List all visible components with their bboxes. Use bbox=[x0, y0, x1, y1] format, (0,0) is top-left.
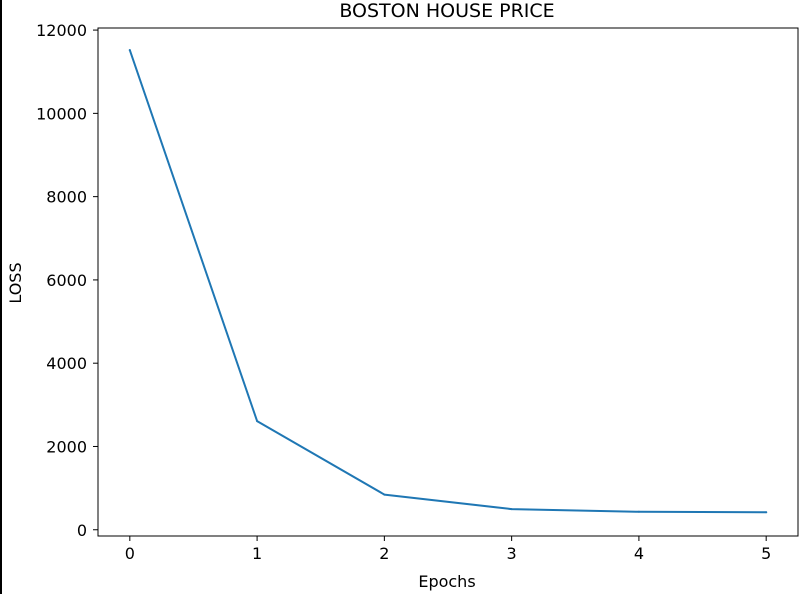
series-layer bbox=[128, 49, 768, 514]
y-tick-label: 8000 bbox=[46, 188, 87, 207]
y-tick-label: 0 bbox=[77, 521, 87, 540]
plot-area bbox=[97, 27, 799, 537]
y-tick-label: 12000 bbox=[36, 21, 87, 40]
data-point bbox=[256, 420, 259, 423]
data-point bbox=[383, 493, 386, 496]
x-tick-label: 5 bbox=[761, 544, 771, 563]
x-tick-label: 1 bbox=[252, 544, 262, 563]
data-point bbox=[510, 508, 513, 511]
x-tick-label: 3 bbox=[507, 544, 517, 563]
y-axis-title: LOSS bbox=[6, 262, 25, 303]
y-tick-label: 4000 bbox=[46, 354, 87, 373]
window-left-edge bbox=[0, 0, 2, 594]
y-tick-label: 2000 bbox=[46, 437, 87, 456]
y-tick-label: 10000 bbox=[36, 104, 87, 123]
x-axis: 0 1 2 3 4 5 bbox=[125, 536, 771, 563]
x-tick-label: 4 bbox=[634, 544, 644, 563]
data-point bbox=[128, 49, 131, 52]
y-axis: 0 2000 4000 6000 8000 10000 12000 bbox=[36, 21, 98, 540]
data-point bbox=[637, 510, 640, 513]
x-axis-title: Epochs bbox=[418, 572, 475, 591]
data-point bbox=[765, 511, 768, 514]
chart-title: BOSTON HOUSE PRICE bbox=[339, 0, 554, 22]
y-tick-label: 6000 bbox=[46, 271, 87, 290]
series-line-0 bbox=[128, 49, 768, 514]
x-tick-label: 0 bbox=[125, 544, 135, 563]
x-tick-label: 2 bbox=[379, 544, 389, 563]
